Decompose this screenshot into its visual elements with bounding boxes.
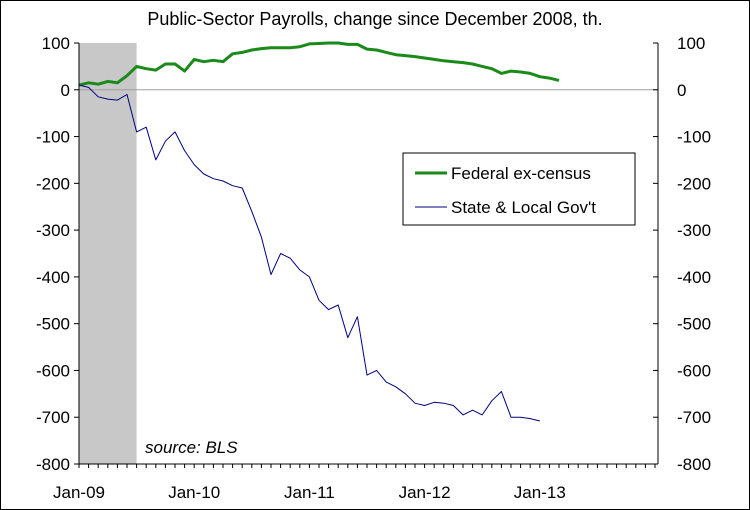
y-tick-label-right: -100	[677, 128, 711, 147]
x-tick-label: Jan-12	[399, 483, 451, 502]
recession-shading	[79, 43, 137, 464]
axes: 100 100 0 0 -100 -100 -200 -200 -300 -300 -400 -400…	[36, 34, 711, 502]
y-tick-label-left: -200	[36, 174, 70, 193]
y-tick-label-left: -600	[36, 361, 70, 380]
y-tick-label-left: 0	[61, 81, 70, 100]
x-tick-label: Jan-11	[284, 483, 335, 502]
series-line-0	[78, 41, 560, 87]
y-tick-label-right: -500	[677, 315, 711, 334]
series-line-1	[78, 84, 540, 422]
y-tick-label-left: -400	[36, 268, 70, 287]
y-tick-label-right: 100	[677, 34, 705, 53]
x-tick-label: Jan-13	[514, 483, 566, 502]
legend: Federal ex-census State & Local Gov't	[402, 152, 636, 226]
y-tick-label-right: -400	[677, 268, 711, 287]
y-tick-label-left: -300	[36, 221, 70, 240]
y-tick-label-right: -700	[677, 408, 711, 427]
y-tick-label-left: -500	[36, 315, 70, 334]
legend-box	[402, 152, 636, 226]
chart-title: Public-Sector Payrolls, change since Dec…	[147, 9, 602, 29]
x-tick-label: Jan-09	[53, 483, 105, 502]
y-tick-label-left: -800	[36, 455, 70, 474]
source-annotation: source: BLS	[145, 438, 238, 457]
y-tick-label-left: -700	[36, 408, 70, 427]
y-tick-label-right: -200	[677, 174, 711, 193]
y-tick-label-left: -100	[36, 128, 70, 147]
y-tick-label-right: 0	[677, 81, 686, 100]
y-tick-label-left: 100	[42, 34, 70, 53]
legend-label-1: State & Local Gov't	[451, 198, 596, 217]
y-tick-label-right: -300	[677, 221, 711, 240]
legend-label-0: Federal ex-census	[451, 164, 591, 183]
x-tick-label: Jan-10	[168, 483, 220, 502]
y-tick-label-right: -800	[677, 455, 711, 474]
plot-area	[78, 41, 658, 464]
y-tick-label-right: -600	[677, 361, 711, 380]
